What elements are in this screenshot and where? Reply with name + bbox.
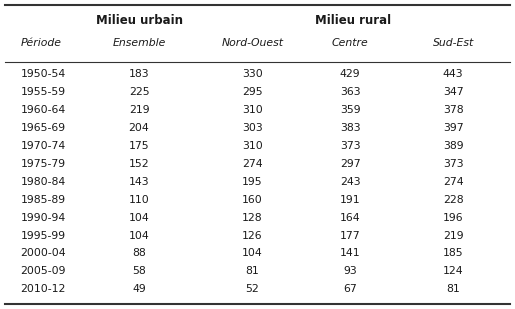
Text: 2005-09: 2005-09 <box>21 266 66 276</box>
Text: 359: 359 <box>340 105 360 115</box>
Text: 1970-74: 1970-74 <box>21 141 66 151</box>
Text: 93: 93 <box>344 266 357 276</box>
Text: 295: 295 <box>242 87 263 97</box>
Text: 1950-54: 1950-54 <box>21 70 66 79</box>
Text: 204: 204 <box>129 123 149 133</box>
Text: 177: 177 <box>340 231 360 240</box>
Text: 126: 126 <box>242 231 263 240</box>
Text: 1975-79: 1975-79 <box>21 159 66 169</box>
Text: 347: 347 <box>443 87 464 97</box>
Text: 1985-89: 1985-89 <box>21 195 66 205</box>
Text: 397: 397 <box>443 123 464 133</box>
Text: 378: 378 <box>443 105 464 115</box>
Text: 274: 274 <box>443 177 464 187</box>
Text: 152: 152 <box>129 159 149 169</box>
Text: 383: 383 <box>340 123 360 133</box>
Text: 310: 310 <box>242 141 263 151</box>
Text: 67: 67 <box>344 284 357 294</box>
Text: 81: 81 <box>447 284 460 294</box>
Text: 443: 443 <box>443 70 464 79</box>
Text: 160: 160 <box>242 195 263 205</box>
Text: Ensemble: Ensemble <box>112 38 166 48</box>
Text: Nord-Ouest: Nord-Ouest <box>221 38 283 48</box>
Text: 303: 303 <box>242 123 263 133</box>
Text: 104: 104 <box>242 248 263 258</box>
Text: 104: 104 <box>129 231 149 240</box>
Text: 1955-59: 1955-59 <box>21 87 66 97</box>
Text: 141: 141 <box>340 248 360 258</box>
Text: 243: 243 <box>340 177 360 187</box>
Text: 143: 143 <box>129 177 149 187</box>
Text: 110: 110 <box>129 195 149 205</box>
Text: 104: 104 <box>129 213 149 223</box>
Text: Période: Période <box>21 38 62 48</box>
Text: 195: 195 <box>242 177 263 187</box>
Text: 124: 124 <box>443 266 464 276</box>
Text: 183: 183 <box>129 70 149 79</box>
Text: Sud-Est: Sud-Est <box>433 38 474 48</box>
Text: 52: 52 <box>246 284 259 294</box>
Text: 310: 310 <box>242 105 263 115</box>
Text: 219: 219 <box>129 105 149 115</box>
Text: 373: 373 <box>340 141 360 151</box>
Text: Milieu rural: Milieu rural <box>315 14 391 27</box>
Text: 191: 191 <box>340 195 360 205</box>
Text: 1980-84: 1980-84 <box>21 177 66 187</box>
Text: 225: 225 <box>129 87 149 97</box>
Text: 219: 219 <box>443 231 464 240</box>
Text: Centre: Centre <box>332 38 369 48</box>
Text: 1960-64: 1960-64 <box>21 105 66 115</box>
Text: 88: 88 <box>132 248 146 258</box>
Text: 297: 297 <box>340 159 360 169</box>
Text: 373: 373 <box>443 159 464 169</box>
Text: 1990-94: 1990-94 <box>21 213 66 223</box>
Text: 196: 196 <box>443 213 464 223</box>
Text: 1965-69: 1965-69 <box>21 123 66 133</box>
Text: 164: 164 <box>340 213 360 223</box>
Text: 429: 429 <box>340 70 360 79</box>
Text: 185: 185 <box>443 248 464 258</box>
Text: 128: 128 <box>242 213 263 223</box>
Text: 2000-04: 2000-04 <box>21 248 66 258</box>
Text: Milieu urbain: Milieu urbain <box>96 14 182 27</box>
Text: 58: 58 <box>132 266 146 276</box>
Text: 49: 49 <box>132 284 146 294</box>
Text: 274: 274 <box>242 159 263 169</box>
Text: 2010-12: 2010-12 <box>21 284 66 294</box>
Text: 389: 389 <box>443 141 464 151</box>
Text: 330: 330 <box>242 70 263 79</box>
Text: 1995-99: 1995-99 <box>21 231 66 240</box>
Text: 81: 81 <box>246 266 259 276</box>
Text: 363: 363 <box>340 87 360 97</box>
Text: 175: 175 <box>129 141 149 151</box>
Text: 228: 228 <box>443 195 464 205</box>
